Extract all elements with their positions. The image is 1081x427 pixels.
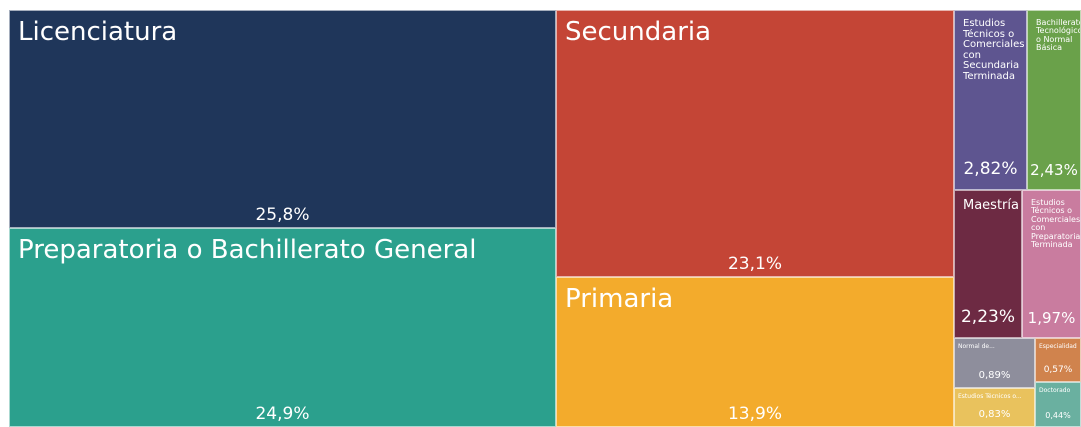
- treemap-cell: Estudios Técnicos o Comerciales con Secu…: [954, 10, 1027, 190]
- treemap-cell: Normal de... 0,89%: [954, 338, 1035, 388]
- cell-label: Especialidad: [1039, 343, 1077, 350]
- treemap-cell: Doctorado 0,44%: [1035, 382, 1081, 427]
- value-label: 1,97%: [1027, 309, 1076, 327]
- value-label: 2,23%: [960, 307, 1015, 327]
- treemap-cell: Estudios Técnicos o Comerciales con Prep…: [1022, 190, 1081, 338]
- cell-label: Estudios Técnicos o Comerciales con Secu…: [963, 18, 1025, 82]
- treemap-cell: Estudios Técnicos o... 0,83%: [954, 388, 1035, 427]
- value-label: 25,8%: [255, 205, 310, 225]
- cell-label: Licenciatura: [18, 17, 178, 47]
- value-label: 0,57%: [1043, 365, 1073, 375]
- value-label: 0,44%: [1045, 411, 1071, 420]
- treemap-cell: Secundaria 23,1%: [556, 10, 954, 277]
- value-label: 2,43%: [1030, 161, 1078, 179]
- cell-label: Primaria: [565, 284, 674, 314]
- cell-label: Bachillerato Tecnológico o Normal Básica: [1036, 18, 1081, 53]
- treemap-cell: Preparatoria o Bachillerato General 24,9%: [9, 228, 556, 427]
- value-label: 0,89%: [978, 370, 1011, 381]
- value-label: 0,83%: [978, 409, 1011, 420]
- cell-label: Doctorado: [1039, 387, 1071, 394]
- cell-label: Estudios Técnicos o...: [958, 393, 1022, 400]
- cell-label: Normal de...: [958, 343, 995, 350]
- cell-label: Secundaria: [565, 17, 712, 47]
- cell-label: Maestría: [963, 198, 1019, 213]
- treemap-cell: Primaria 13,9%: [556, 277, 954, 427]
- treemap-cell: Licenciatura 25,8%: [9, 10, 556, 228]
- treemap-cell: Bachillerato Tecnológico o Normal Básica…: [1027, 10, 1081, 190]
- value-label: 24,9%: [255, 404, 310, 424]
- treemap-cell: Especialidad 0,57%: [1035, 338, 1081, 382]
- cell-label: Estudios Técnicos o Comerciales con Prep…: [1031, 198, 1081, 249]
- value-label: 13,9%: [727, 404, 782, 424]
- value-label: 23,1%: [727, 254, 782, 274]
- cell-label: Preparatoria o Bachillerato General: [18, 235, 477, 265]
- treemap-cell: Maestría 2,23%: [954, 190, 1022, 338]
- value-label: 2,82%: [963, 159, 1018, 179]
